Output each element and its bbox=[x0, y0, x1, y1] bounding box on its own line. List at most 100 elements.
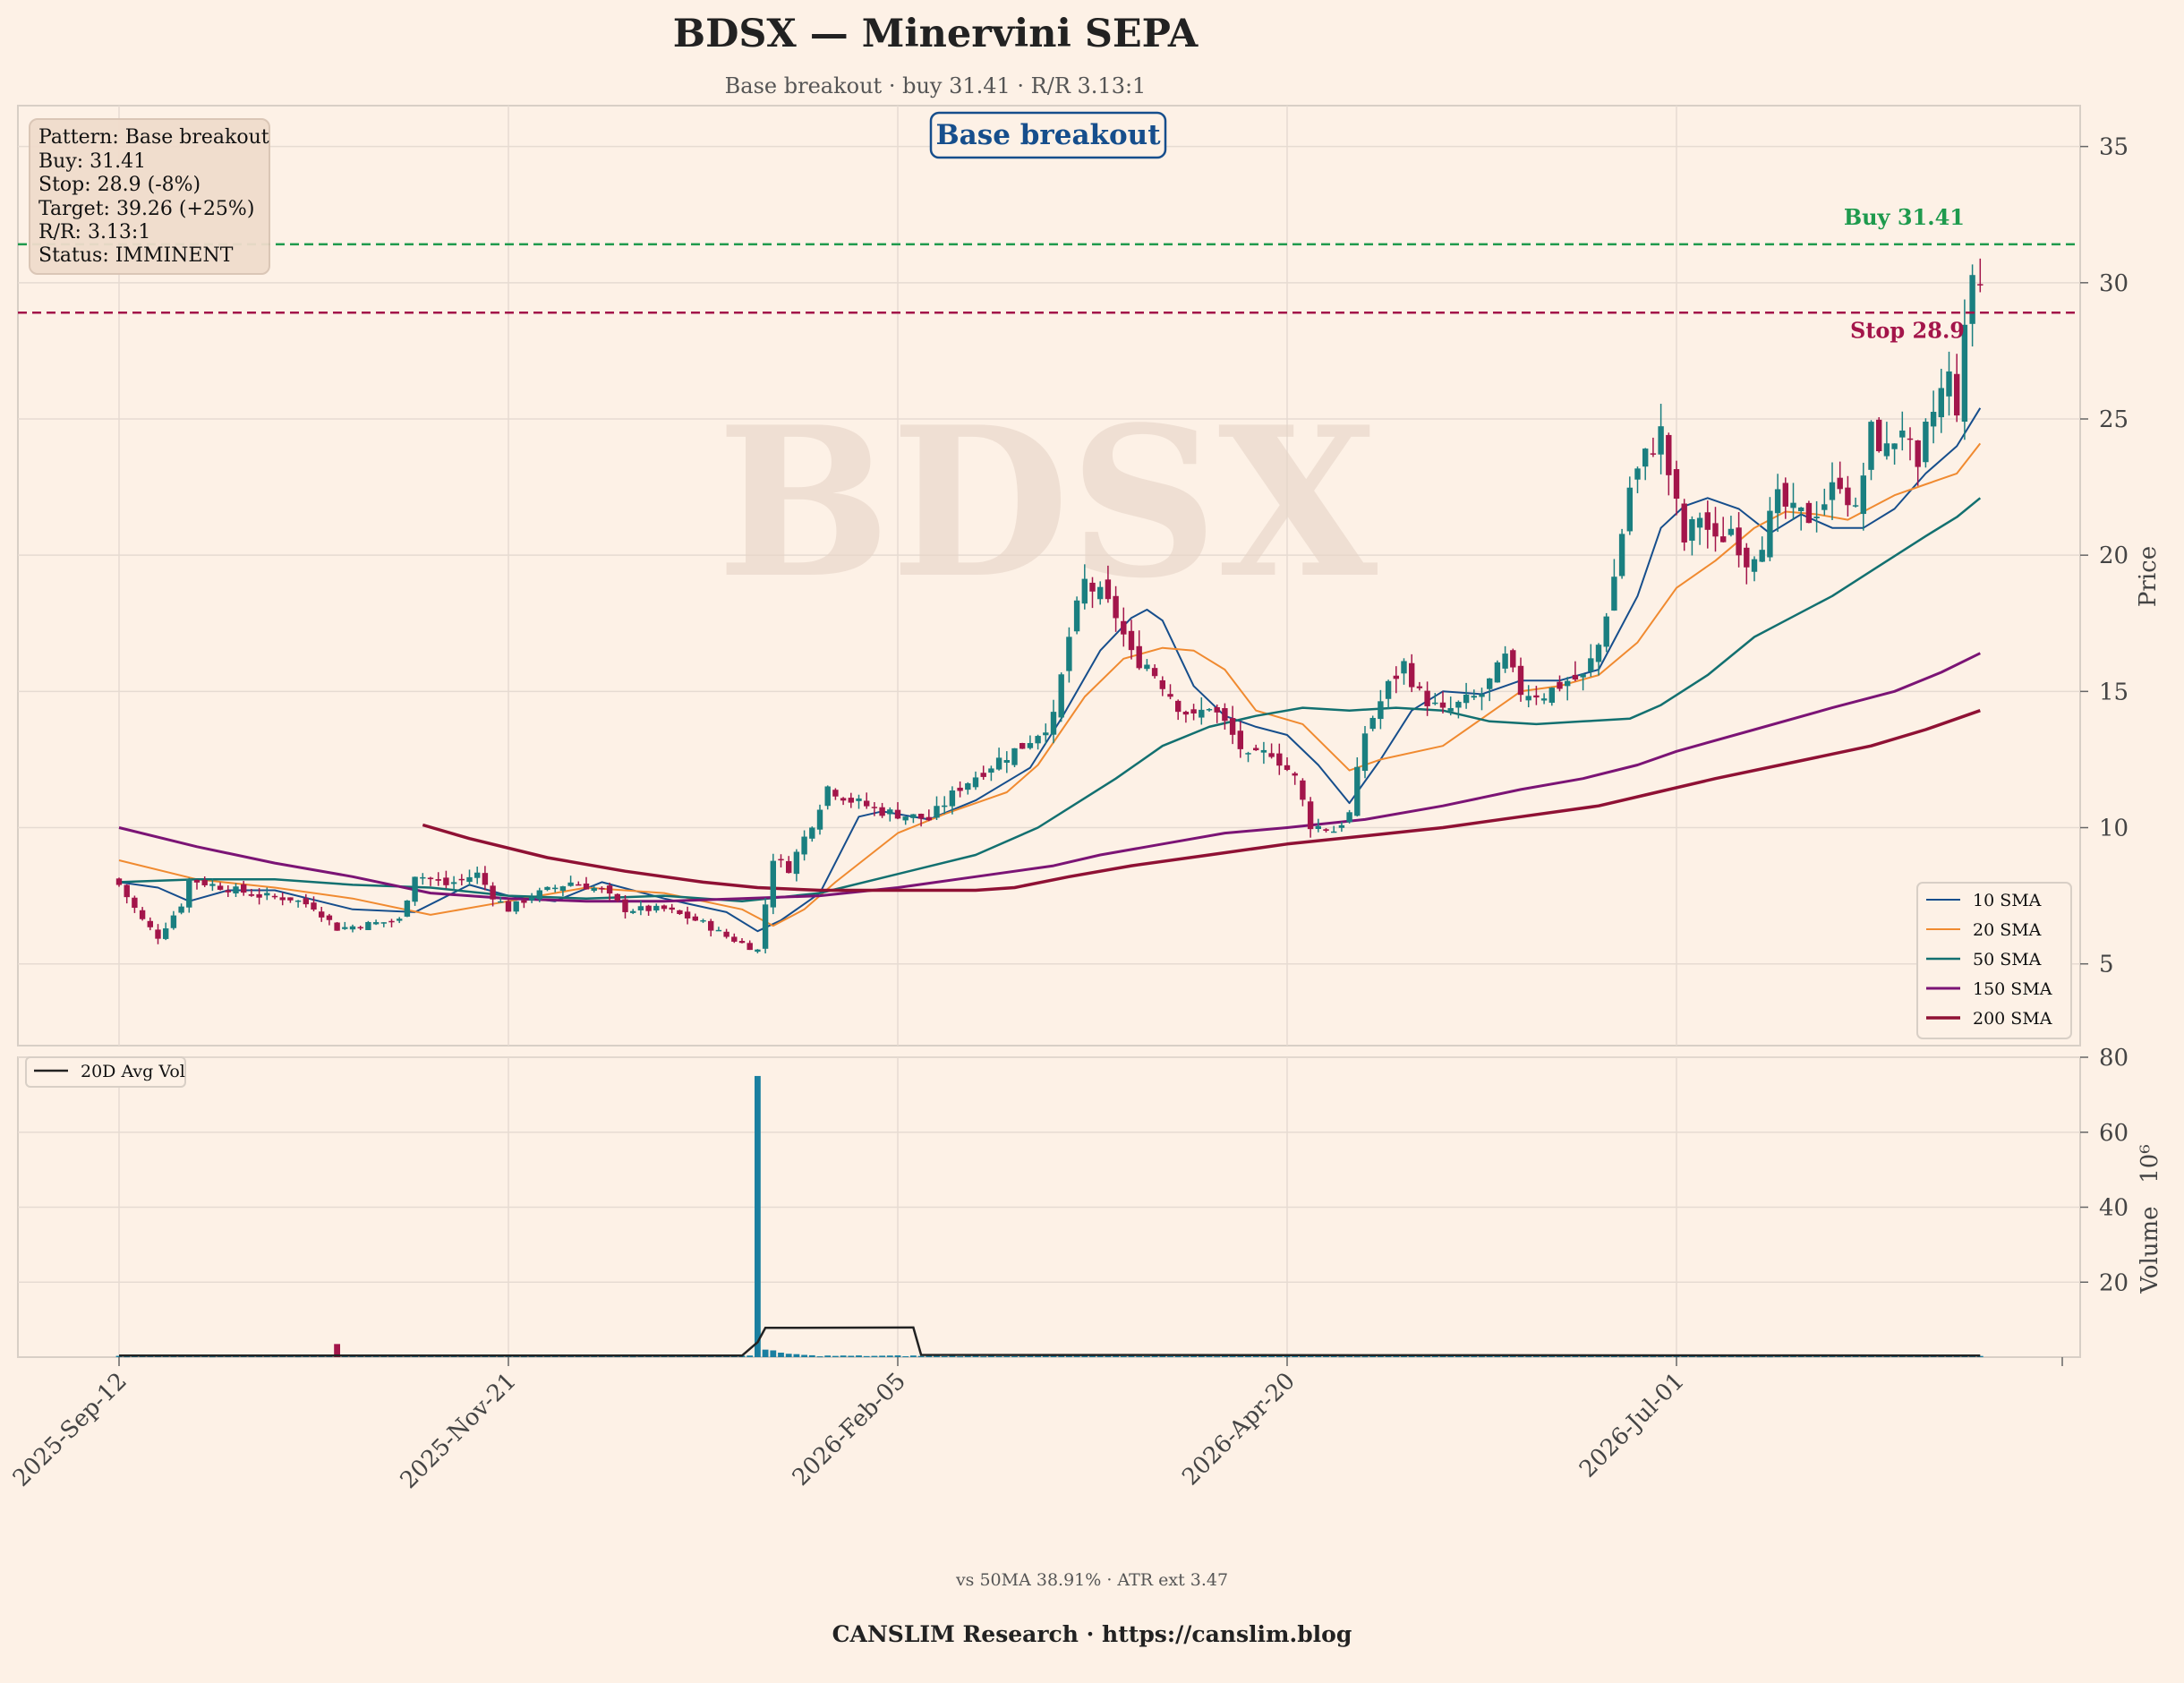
candle-body bbox=[1837, 477, 1843, 490]
candle-body bbox=[1323, 829, 1329, 832]
candle-body bbox=[248, 893, 255, 896]
candle-body bbox=[1954, 373, 1960, 416]
volume-bar bbox=[1618, 1356, 1625, 1358]
info-status: Status: IMMINENT bbox=[38, 244, 234, 267]
volume-bar bbox=[785, 1354, 792, 1357]
volume-bar bbox=[334, 1344, 340, 1357]
volume-bar bbox=[1268, 1355, 1275, 1357]
candle-body bbox=[1424, 690, 1430, 706]
volume-bar bbox=[1066, 1355, 1072, 1357]
volume-bar bbox=[995, 1355, 1002, 1357]
candle-body bbox=[420, 876, 426, 879]
candle-body bbox=[637, 906, 644, 910]
candle-body bbox=[832, 790, 839, 797]
candle-body bbox=[1432, 702, 1438, 705]
chart-title: BDSX — Minervini SEPA bbox=[673, 12, 1199, 56]
volume-bar bbox=[209, 1356, 216, 1358]
sma-line-20 bbox=[118, 442, 1982, 927]
volume-bar bbox=[1019, 1355, 1026, 1357]
volume-bar bbox=[1144, 1355, 1150, 1357]
volume-bar bbox=[1447, 1355, 1455, 1357]
volume-bar bbox=[1260, 1355, 1267, 1357]
candle-body bbox=[264, 893, 270, 896]
volume-axis-label: Volume bbox=[2137, 1206, 2163, 1294]
candle-body bbox=[1035, 736, 1041, 744]
volume-bar bbox=[848, 1355, 855, 1357]
x-tick-label: 2026-Apr-20 bbox=[1177, 1368, 1301, 1491]
candle-body bbox=[1182, 712, 1190, 715]
volume-bar bbox=[124, 1356, 131, 1358]
candle-body bbox=[917, 814, 925, 819]
candle-body bbox=[147, 920, 153, 927]
candle-body bbox=[583, 883, 590, 890]
price-y-ticks: 5 10 15 20 25 30 35 bbox=[2080, 134, 2129, 978]
candle-body bbox=[552, 887, 559, 890]
candle-body bbox=[949, 790, 956, 807]
price-levels: Buy 31.41 Stop 28.9 bbox=[18, 204, 2080, 343]
candle-body bbox=[1393, 675, 1399, 679]
candle-body bbox=[1089, 582, 1096, 592]
volume-bar bbox=[1976, 1355, 1984, 1357]
candle-body bbox=[412, 876, 418, 902]
volume-bar bbox=[1315, 1355, 1322, 1357]
volume-bar bbox=[1081, 1355, 1088, 1357]
candle-body bbox=[871, 807, 878, 808]
candle-body bbox=[1790, 502, 1796, 508]
candle-body bbox=[1066, 636, 1072, 671]
level-label-buy: Buy 31.41 bbox=[1844, 204, 1965, 230]
candle-body bbox=[294, 900, 302, 902]
volume-bar bbox=[1767, 1356, 1773, 1358]
candle-body bbox=[723, 931, 729, 937]
candle-body bbox=[1463, 694, 1470, 704]
volume-bar bbox=[1393, 1355, 1400, 1357]
candle-body bbox=[1315, 825, 1321, 830]
volume-bar bbox=[824, 1355, 832, 1357]
candle-body bbox=[731, 936, 738, 942]
candle-body bbox=[349, 926, 356, 930]
candle-body bbox=[380, 922, 387, 924]
candle-body bbox=[1237, 730, 1243, 749]
volume-bar bbox=[934, 1355, 940, 1357]
candle-body bbox=[1915, 440, 1921, 467]
volume-bar bbox=[1073, 1355, 1080, 1357]
candle-body bbox=[233, 886, 239, 893]
volume-bar bbox=[1338, 1356, 1345, 1358]
candle-body bbox=[1689, 519, 1695, 541]
candle-body bbox=[809, 827, 815, 839]
volume-bar bbox=[1743, 1356, 1750, 1358]
candle-body bbox=[505, 901, 512, 912]
volume-bar bbox=[980, 1356, 987, 1358]
volume-unit-label: 10⁶ bbox=[2137, 1144, 2163, 1183]
candle-body bbox=[256, 893, 262, 898]
volume-bar bbox=[1120, 1355, 1127, 1357]
candle-body bbox=[980, 773, 986, 777]
candle-body bbox=[1525, 696, 1531, 701]
candle-body bbox=[677, 910, 683, 915]
candle-body bbox=[606, 885, 613, 894]
volume-bar bbox=[1214, 1356, 1221, 1358]
candle-body bbox=[1728, 528, 1735, 535]
candle-body bbox=[482, 873, 489, 885]
candle-body bbox=[1961, 324, 1968, 423]
candle-body bbox=[1923, 422, 1929, 463]
candle-body bbox=[1891, 443, 1898, 449]
volume-bar bbox=[1252, 1355, 1259, 1357]
candle-body bbox=[1050, 712, 1057, 735]
candle-body bbox=[1502, 654, 1508, 669]
candle-body bbox=[1214, 706, 1220, 713]
volume-bar bbox=[1159, 1355, 1166, 1357]
volume-grid bbox=[18, 1056, 2080, 1357]
volume-bar bbox=[816, 1356, 823, 1358]
x-tick-label: 2025-Sep-12 bbox=[8, 1368, 132, 1492]
candle-body bbox=[1113, 595, 1119, 619]
candle-body bbox=[1548, 688, 1555, 704]
candle-body bbox=[1027, 743, 1034, 748]
volume-bar bbox=[1883, 1356, 1890, 1358]
candle-body bbox=[622, 899, 628, 912]
candle-body bbox=[926, 816, 932, 821]
candle-body bbox=[559, 886, 567, 891]
x-tick-label: 2026-Jul-01 bbox=[1574, 1368, 1690, 1483]
candle-body bbox=[1852, 505, 1859, 507]
candle-body bbox=[1199, 709, 1205, 718]
sma-line-200 bbox=[422, 709, 1981, 893]
